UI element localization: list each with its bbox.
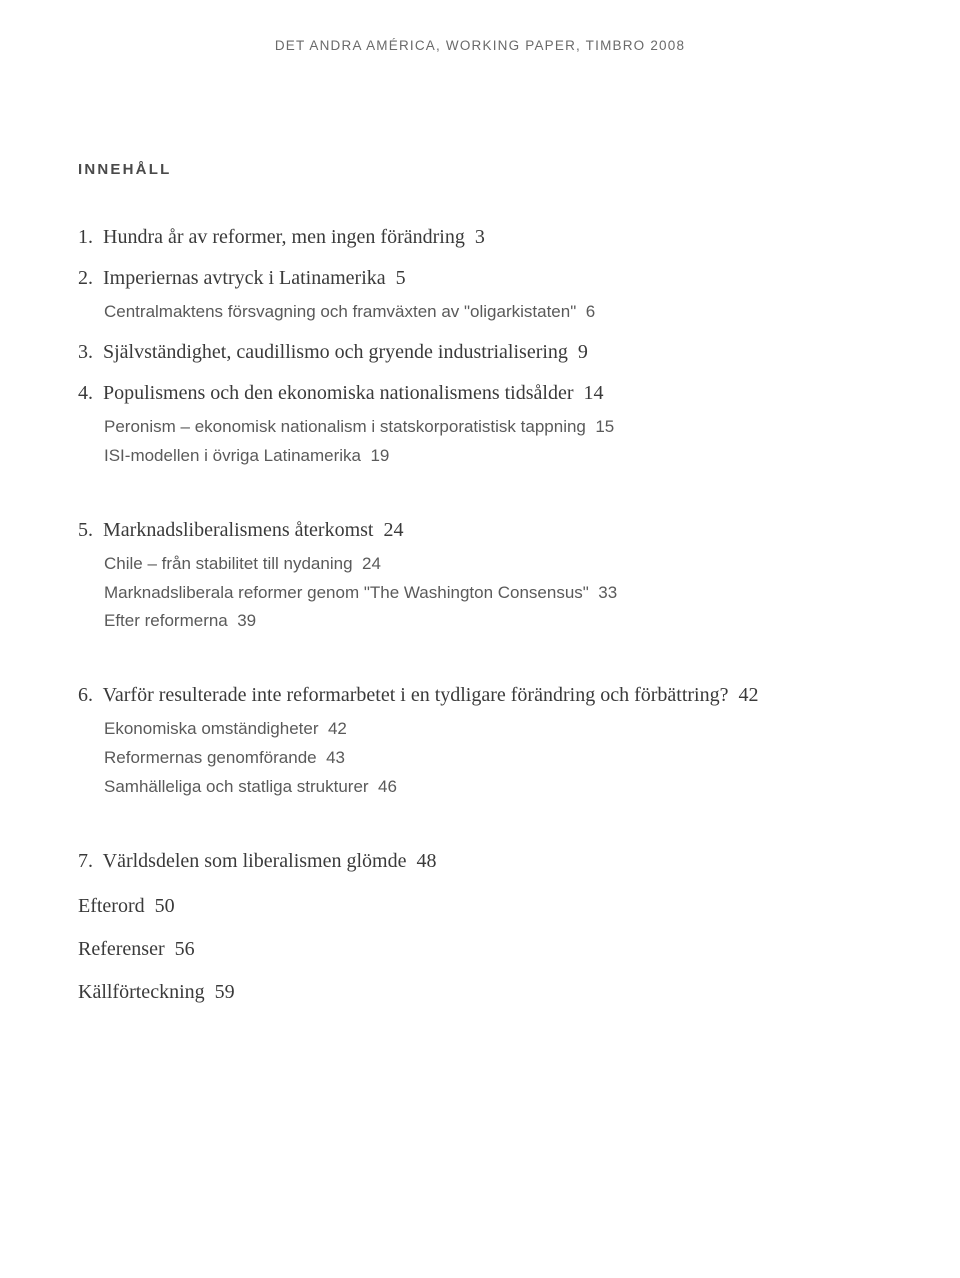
toc-sub-line: ISI-modellen i övriga Latinamerika 19 [104,442,882,471]
toc-entry-page: 9 [578,341,588,363]
toc-entry-page: 48 [416,850,436,872]
toc-sub-title: Reformernas genomförande [104,748,317,767]
toc-extra-line: Källförteckning 59 [78,973,882,1012]
toc-entry: 4. Populismens och den ekonomiska nation… [78,378,882,471]
toc-extra-page: 59 [215,981,235,1003]
toc-entry: 6. Varför resulterade inte reformarbetet… [78,680,882,802]
toc-main-line: 1. Hundra år av reformer, men ingen förä… [78,222,882,253]
toc-sub-line: Peronism – ekonomisk nationalism i stats… [104,413,882,442]
toc-entry-number: 5. [78,519,93,541]
toc-sub-page: 42 [328,719,347,738]
toc-sub-line: Efter reformerna 39 [104,607,882,636]
toc-entry-title: Hundra år av reformer, men ingen förändr… [103,226,465,248]
toc-entry-title: Världsdelen som liberalismen glömde [103,850,407,872]
toc-entry-number: 6. [78,684,93,706]
toc-entry-title: Självständighet, caudillismo och gryende… [103,341,568,363]
toc-main-line: 7. Världsdelen som liberalismen glömde 4… [78,846,882,877]
toc-entry-page: 14 [584,382,604,404]
toc-entry: 2. Imperiernas avtryck i Latinamerika 5 … [78,263,882,327]
toc-extra-title: Källförteckning [78,981,205,1003]
toc-entry: 1. Hundra år av reformer, men ingen förä… [78,222,882,253]
toc-sub-line: Centralmaktens försvagning och framväxte… [104,298,882,327]
toc-main-line: 2. Imperiernas avtryck i Latinamerika 5 [78,263,882,294]
toc-entry-number: 2. [78,267,93,289]
toc-sub-title: Efter reformerna [104,611,228,630]
toc-sub-page: 15 [595,417,614,436]
toc-main-line: 5. Marknadsliberalismens återkomst 24 [78,515,882,546]
toc-main-line: 6. Varför resulterade inte reformarbetet… [78,680,882,711]
toc-sub-page: 43 [326,748,345,767]
toc-sub-title: Samhälleliga och statliga strukturer [104,777,369,796]
toc-sub-title: Ekonomiska omständigheter [104,719,319,738]
toc-extra-page: 56 [175,938,195,960]
toc-extra-line: Referenser 56 [78,930,882,969]
toc-heading: INNEHÅLL [78,161,882,178]
toc-sub-page: 33 [598,583,617,602]
toc-entry-page: 3 [475,226,485,248]
toc-entry-page: 24 [384,519,404,541]
toc-extra-title: Efterord [78,895,145,917]
toc-sub-title: ISI-modellen i övriga Latinamerika [104,446,361,465]
toc-sub-page: 39 [237,611,256,630]
toc-entry: 7. Världsdelen som liberalismen glömde 4… [78,846,882,877]
toc-sub-title: Marknadsliberala reformer genom "The Was… [104,583,589,602]
toc-sub-page: 46 [378,777,397,796]
toc-sub-page: 24 [362,554,381,573]
toc-sub-title: Centralmaktens försvagning och framväxte… [104,302,576,321]
toc-sub-line: Ekonomiska omständigheter 42 [104,715,882,744]
toc-entry-title: Populismens och den ekonomiska nationali… [103,382,574,404]
toc-entry-title: Imperiernas avtryck i Latinamerika [103,267,386,289]
toc-entry: 5. Marknadsliberalismens återkomst 24 Ch… [78,515,882,637]
toc-sub-line: Samhälleliga och statliga strukturer 46 [104,773,882,802]
toc-entry-title: Varför resulterade inte reformarbetet i … [103,684,729,706]
toc-entry-number: 3. [78,341,93,363]
toc-sub-title: Peronism – ekonomisk nationalism i stats… [104,417,586,436]
toc-entry-number: 4. [78,382,93,404]
toc-entry-page: 5 [396,267,406,289]
toc-sub-line: Chile – från stabilitet till nydaning 24 [104,550,882,579]
toc-entry-number: 1. [78,226,93,248]
toc-main-line: 3. Självständighet, caudillismo och grye… [78,337,882,368]
toc-main-line: 4. Populismens och den ekonomiska nation… [78,378,882,409]
running-header: DET ANDRA AMÉRICA, WORKING PAPER, TIMBRO… [78,38,882,53]
toc-extra-page: 50 [155,895,175,917]
toc-extra-title: Referenser [78,938,165,960]
toc-entry-page: 42 [738,684,758,706]
toc-entry-title: Marknadsliberalismens återkomst [103,519,374,541]
toc-sub-line: Reformernas genomförande 43 [104,744,882,773]
toc-sub-page: 6 [586,302,595,321]
toc-sub-line: Marknadsliberala reformer genom "The Was… [104,579,882,608]
toc-entry-number: 7. [78,850,93,872]
toc-entry: 3. Självständighet, caudillismo och grye… [78,337,882,368]
toc-sub-page: 19 [370,446,389,465]
toc-extra-line: Efterord 50 [78,887,882,926]
toc-sub-title: Chile – från stabilitet till nydaning [104,554,353,573]
